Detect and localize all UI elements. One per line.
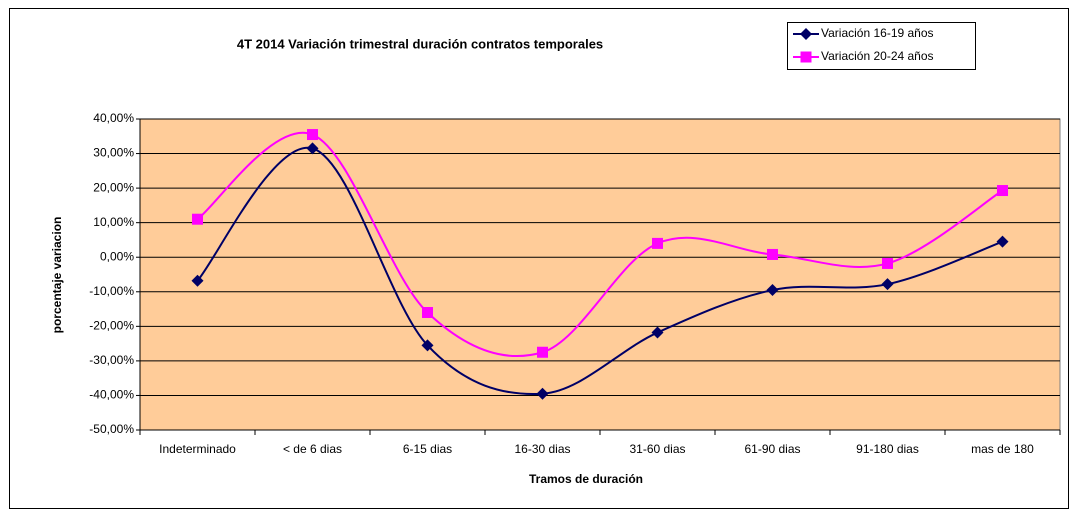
plot-area xyxy=(139,118,1061,431)
x-tick-label: 31-60 dias xyxy=(629,442,685,456)
x-tick-label: 16-30 dias xyxy=(514,442,570,456)
data-point xyxy=(307,129,318,141)
data-point xyxy=(651,326,664,339)
legend-label: Variación 16-19 años xyxy=(821,26,934,40)
x-tick-label: mas de 180 xyxy=(971,442,1034,456)
x-tick-label: 61-90 dias xyxy=(744,442,800,456)
data-point xyxy=(422,307,433,319)
data-point xyxy=(766,284,779,297)
y-axis-label: porcentaje variacion xyxy=(50,217,64,334)
data-point xyxy=(652,237,663,249)
data-point xyxy=(537,346,548,358)
x-tick-label: 91-180 dias xyxy=(856,442,919,456)
chart-title: 4T 2014 Variación trimestral duración co… xyxy=(237,36,603,51)
data-point xyxy=(996,235,1009,248)
data-point xyxy=(882,257,893,269)
y-tick-label: -20,00% xyxy=(89,319,134,333)
x-tick-label: 6-15 dias xyxy=(403,442,452,456)
y-tick-label: -50,00% xyxy=(89,422,134,436)
y-tick-label: -40,00% xyxy=(89,388,134,402)
data-point xyxy=(192,213,203,225)
y-tick-label: 0,00% xyxy=(100,249,134,263)
data-point xyxy=(767,248,778,260)
data-point xyxy=(997,185,1008,197)
data-point xyxy=(306,142,319,155)
y-tick-label: 20,00% xyxy=(93,180,134,194)
y-tick-label: 10,00% xyxy=(93,215,134,229)
legend-label: Variación 20-24 años xyxy=(821,49,934,63)
legend-box xyxy=(787,22,976,70)
y-tick-label: 40,00% xyxy=(93,111,134,125)
data-point xyxy=(191,274,204,287)
y-tick-label: 30,00% xyxy=(93,146,134,160)
legend-marker xyxy=(800,51,812,63)
series-line xyxy=(196,131,1004,358)
data-point xyxy=(881,278,894,291)
x-tick-label: Indeterminado xyxy=(159,442,236,456)
y-tick-label: -30,00% xyxy=(89,353,134,367)
y-tick-label: -10,00% xyxy=(89,284,134,298)
x-tick-label: < de 6 dias xyxy=(283,442,342,456)
data-point xyxy=(421,339,434,352)
data-point xyxy=(536,387,549,400)
x-axis-label: Tramos de duración xyxy=(529,472,643,486)
legend-marker xyxy=(800,28,812,40)
